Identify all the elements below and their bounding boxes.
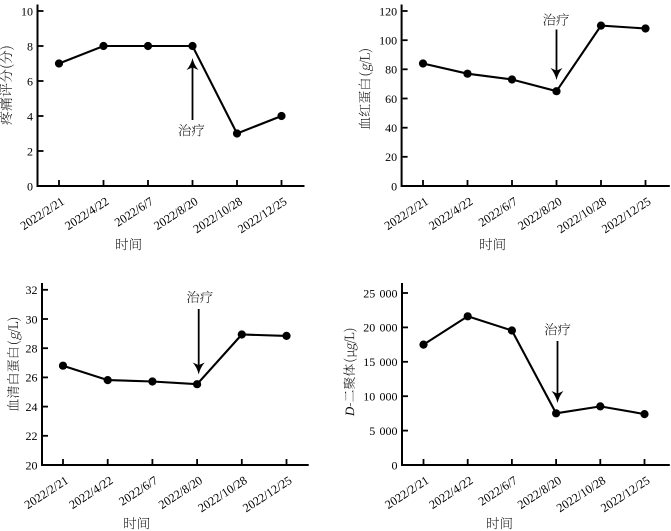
svg-text:30: 30 (26, 312, 38, 326)
svg-text:0: 0 (391, 179, 397, 193)
svg-text:100: 100 (379, 34, 397, 48)
svg-text:32: 32 (26, 283, 38, 297)
svg-text:40: 40 (385, 121, 397, 135)
svg-text:28: 28 (26, 342, 38, 356)
svg-text:10: 10 (21, 4, 33, 18)
svg-text:0: 0 (27, 179, 33, 193)
svg-text:6: 6 (27, 74, 33, 88)
svg-text:20 000: 20 000 (363, 321, 397, 335)
svg-text:26: 26 (26, 371, 38, 385)
svg-text:120: 120 (379, 4, 397, 18)
svg-text:24: 24 (26, 400, 38, 414)
svg-text:22: 22 (26, 429, 38, 443)
svg-text:20: 20 (385, 150, 397, 164)
svg-text:0: 0 (392, 458, 398, 472)
svg-text:20: 20 (26, 458, 38, 472)
svg-text:5 000: 5 000 (369, 424, 397, 438)
svg-text:15 000: 15 000 (363, 355, 397, 369)
svg-text:8: 8 (27, 39, 33, 53)
svg-text:80: 80 (385, 63, 397, 77)
svg-text:25 000: 25 000 (363, 286, 397, 300)
svg-text:60: 60 (385, 92, 397, 106)
svg-text:2: 2 (27, 144, 33, 158)
svg-text:10 000: 10 000 (363, 390, 397, 404)
svg-text:4: 4 (27, 109, 33, 123)
